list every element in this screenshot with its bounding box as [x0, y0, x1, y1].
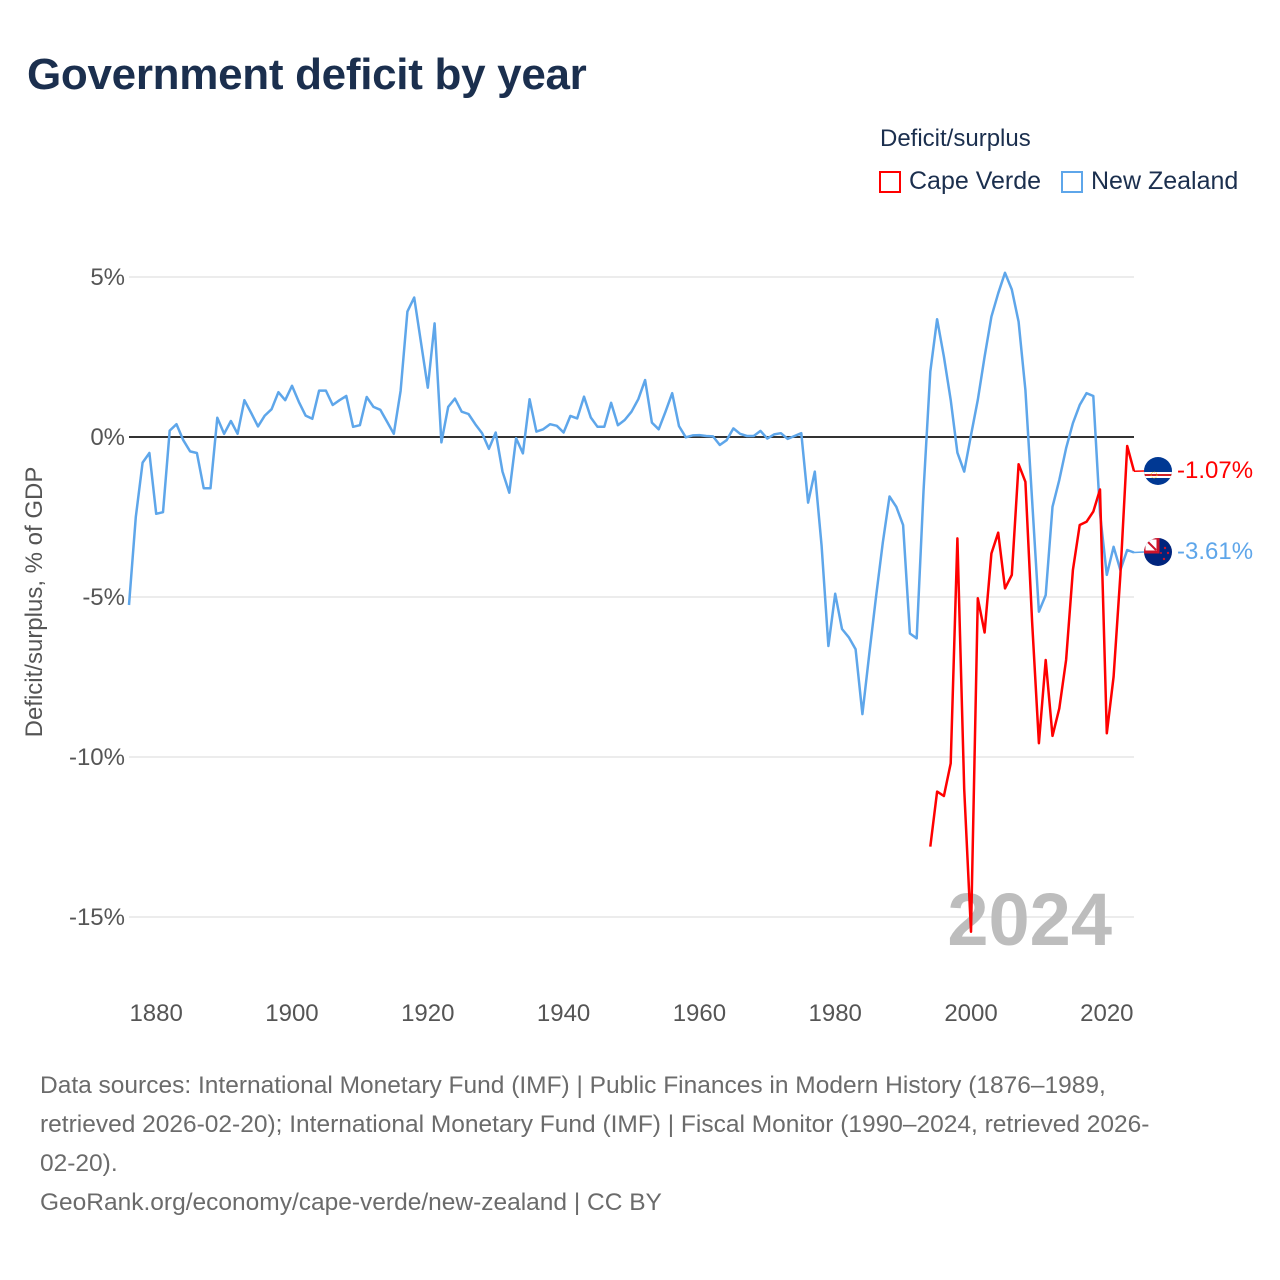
- new-zealand-flag-icon: [1144, 538, 1172, 566]
- cape-verde-series-line: [929, 444, 1136, 933]
- year-watermark: 2024: [947, 878, 1112, 961]
- x-tick-label: 1900: [265, 1000, 318, 1027]
- x-tick-label: 1960: [673, 1000, 726, 1027]
- cape-verde-flag-icon: [1144, 457, 1172, 485]
- y-tick-label: -15%: [69, 904, 125, 931]
- footer-attribution-link[interactable]: GeoRank.org/economy/cape-verde/new-zeala…: [40, 1189, 662, 1216]
- legend-item-new-zealand[interactable]: New Zealand: [1061, 167, 1238, 196]
- chart-area: 5% 0% -5% -10% -15% 1880 1900 1920 1940 1960 1980…: [21, 264, 1253, 1027]
- x-tick-label: 2020: [1080, 1000, 1133, 1027]
- footer-sources-line-3: 02-20).: [40, 1150, 118, 1177]
- x-tick-label: 1980: [809, 1000, 862, 1027]
- footer-sources-line-2: retrieved 2026-02-20); International Mon…: [40, 1111, 1150, 1138]
- y-tick-label: 0%: [90, 424, 125, 451]
- y-tick-label: -10%: [69, 744, 125, 771]
- legend-swatch-cape-verde: [879, 170, 901, 193]
- new-zealand-leader-line: [1133, 551, 1145, 554]
- grid-lines: [129, 276, 1134, 918]
- chart-title: Government deficit by year: [27, 50, 587, 99]
- series-group: [127, 271, 1145, 933]
- x-tick-label: 1920: [401, 1000, 454, 1027]
- y-tick-label: 5%: [90, 264, 125, 291]
- x-tick-label: 1880: [129, 1000, 182, 1027]
- y-axis-label: Deficit/surplus, % of GDP: [21, 467, 48, 738]
- legend-label-cape-verde: Cape Verde: [909, 167, 1042, 195]
- y-tick-label: -5%: [82, 584, 125, 611]
- x-tick-label: 2000: [944, 1000, 997, 1027]
- new-zealand-end-label: -3.61%: [1177, 538, 1253, 565]
- x-tick-label: 1940: [537, 1000, 590, 1027]
- end-markers: -1.07% -3.61%: [1144, 457, 1253, 566]
- legend-swatch-new-zealand: [1061, 170, 1083, 193]
- legend-title: Deficit/surplus: [880, 125, 1031, 152]
- footer-sources-line-1: Data sources: International Monetary Fun…: [40, 1072, 1106, 1099]
- legend-item-cape-verde[interactable]: Cape Verde: [879, 167, 1041, 196]
- cape-verde-end-label: -1.07%: [1177, 457, 1253, 484]
- legend-label-new-zealand: New Zealand: [1091, 167, 1239, 195]
- new-zealand-series-line: [127, 271, 1135, 716]
- y-axis-ticks: 5% 0% -5% -10% -15%: [69, 264, 125, 931]
- x-axis-ticks: 1880 1900 1920 1940 1960 1980 2000 2020: [129, 1000, 1133, 1027]
